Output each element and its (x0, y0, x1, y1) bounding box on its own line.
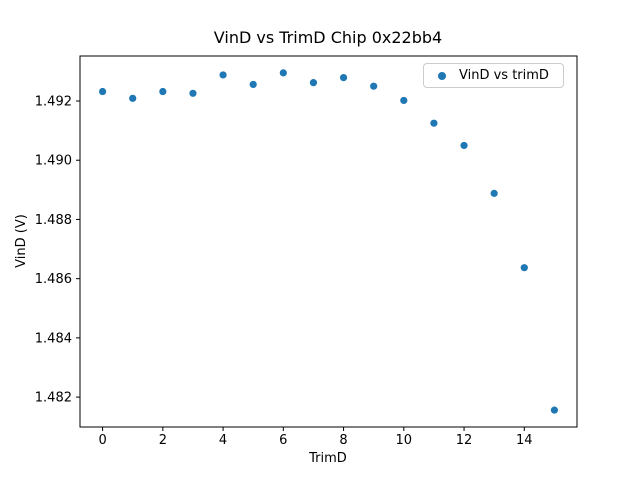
chart-title: VinD vs TrimD Chip 0x22bb4 (214, 28, 442, 47)
x-axis-title: TrimD (308, 451, 347, 466)
data-point (430, 119, 438, 127)
y-tick-label: 1.486 (35, 272, 72, 287)
data-point (189, 89, 197, 97)
x-tick-label: 6 (279, 433, 287, 448)
y-axis-title: VinD (V) (14, 214, 29, 268)
x-tick-label: 0 (98, 433, 106, 448)
data-point (309, 79, 318, 87)
legend-label: VinD vs trimD (459, 68, 549, 83)
data-point (490, 189, 498, 197)
x-tick-label: 14 (516, 433, 533, 448)
y-tick-label: 1.484 (35, 331, 72, 346)
data-point (129, 94, 137, 102)
legend-marker-icon (438, 71, 446, 80)
data-point (370, 82, 378, 90)
y-tick-label: 1.490 (35, 154, 72, 169)
x-tick-label: 10 (396, 433, 413, 448)
x-tick-label: 4 (219, 433, 227, 448)
data-point (159, 87, 167, 96)
data-point (219, 71, 227, 79)
x-tick-label: 12 (456, 433, 473, 448)
data-point (279, 69, 287, 77)
axes-frame (79, 55, 578, 428)
data-point (460, 141, 468, 150)
x-tick-label: 2 (159, 433, 167, 448)
data-point (98, 87, 107, 96)
data-point (339, 74, 348, 82)
data-point (520, 264, 528, 272)
legend: VinD vs trimD (423, 63, 564, 88)
x-tick-label: 8 (339, 433, 347, 448)
data-point (400, 96, 408, 105)
y-tick-label: 1.492 (35, 95, 72, 110)
y-tick-label: 1.488 (35, 213, 72, 228)
data-point (249, 80, 257, 89)
y-tick-label: 1.482 (35, 391, 72, 406)
data-point (550, 406, 559, 414)
